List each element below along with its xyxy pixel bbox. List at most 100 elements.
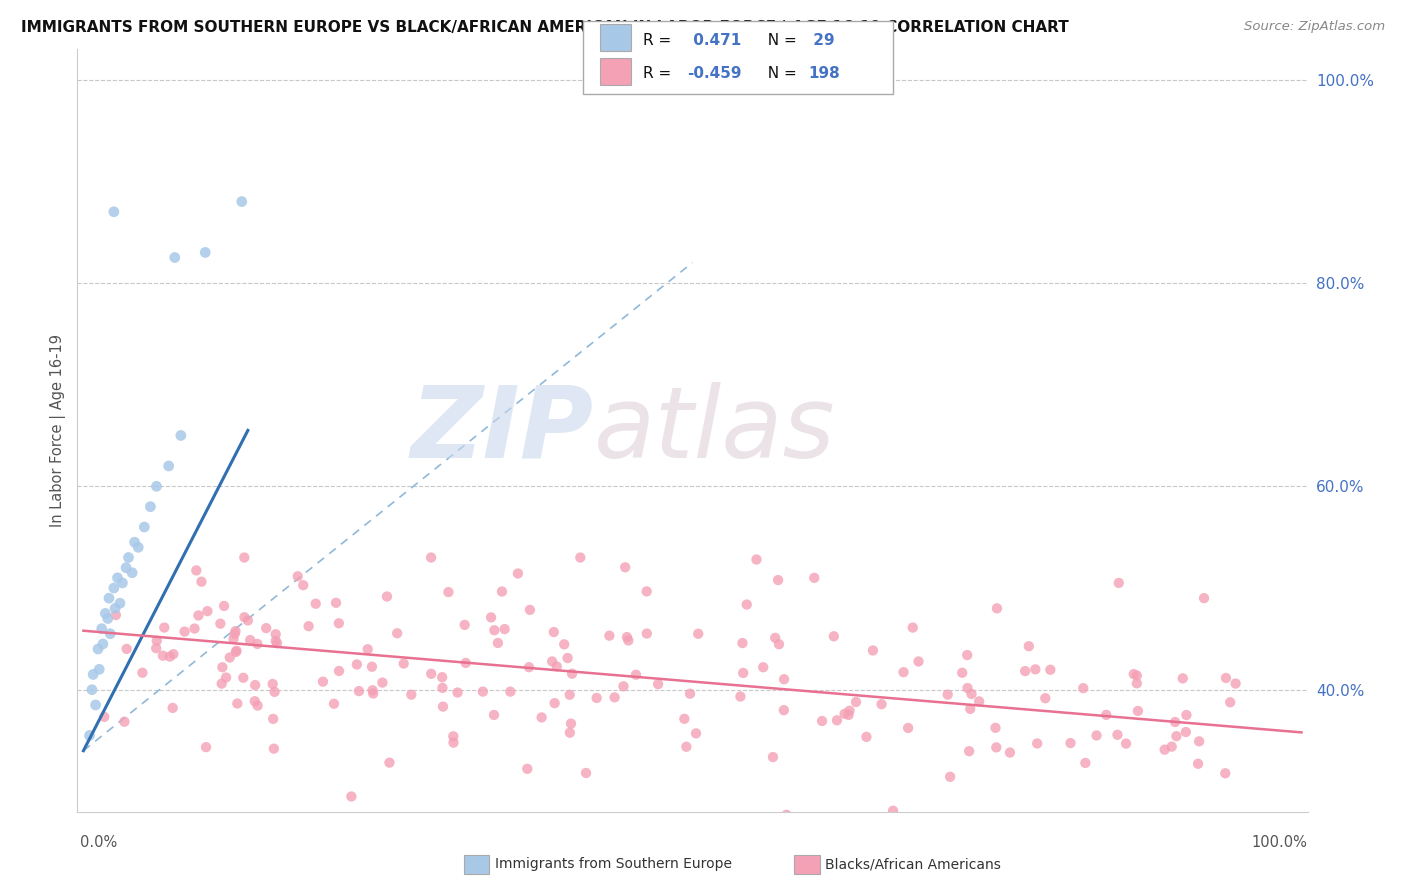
Text: IMMIGRANTS FROM SOUTHERN EUROPE VS BLACK/AFRICAN AMERICAN IN LABOR FORCE | AGE 1: IMMIGRANTS FROM SOUTHERN EUROPE VS BLACK… <box>21 20 1069 36</box>
Point <box>766 573 789 587</box>
Point <box>323 697 346 711</box>
Point <box>446 685 468 699</box>
Point <box>870 697 893 711</box>
Point <box>1074 756 1097 770</box>
Point <box>239 633 262 648</box>
Point <box>1095 707 1118 722</box>
Point <box>1039 663 1062 677</box>
Point <box>479 610 502 624</box>
Point <box>443 736 465 750</box>
Point <box>541 655 564 669</box>
Point <box>454 656 477 670</box>
Point <box>103 581 125 595</box>
Point <box>907 655 929 669</box>
Point <box>121 566 143 580</box>
Point <box>803 571 825 585</box>
Point <box>585 690 607 705</box>
Point <box>516 762 538 776</box>
Point <box>287 569 309 583</box>
Point <box>598 629 620 643</box>
Point <box>506 566 529 581</box>
Point <box>675 739 697 754</box>
Point <box>1018 639 1040 653</box>
Point <box>967 694 990 708</box>
Point <box>108 596 131 610</box>
Point <box>959 702 981 716</box>
Point <box>838 708 860 723</box>
Point <box>145 641 167 656</box>
Point <box>80 682 103 697</box>
Point <box>1219 695 1241 709</box>
Point <box>1085 728 1108 742</box>
Point <box>855 730 877 744</box>
Point <box>543 696 565 710</box>
Point <box>612 679 634 693</box>
Point <box>499 684 522 698</box>
Point <box>107 571 129 585</box>
Point <box>1174 725 1197 739</box>
Point <box>897 721 920 735</box>
Point <box>636 584 658 599</box>
Point <box>224 627 246 641</box>
Point <box>194 245 217 260</box>
Point <box>82 667 104 681</box>
Point <box>614 560 637 574</box>
Point <box>956 681 979 695</box>
Point <box>1171 672 1194 686</box>
Point <box>688 626 710 640</box>
Point <box>420 666 443 681</box>
Point <box>1026 736 1049 750</box>
Point <box>1071 681 1094 695</box>
Point <box>603 690 626 705</box>
Point <box>328 616 350 631</box>
Point <box>936 688 959 702</box>
Text: N =: N = <box>758 33 801 48</box>
Point <box>950 665 973 680</box>
Point <box>231 194 253 209</box>
Point <box>956 648 979 662</box>
Point <box>111 576 134 591</box>
Point <box>998 746 1021 760</box>
Point <box>347 684 370 698</box>
Point <box>297 619 319 633</box>
Point <box>1126 704 1149 718</box>
Point <box>328 664 350 678</box>
Point <box>361 683 384 698</box>
Point <box>236 614 259 628</box>
Text: 29: 29 <box>808 33 835 48</box>
Point <box>263 741 285 756</box>
Point <box>685 726 707 740</box>
Point <box>186 563 208 577</box>
Point <box>262 677 284 691</box>
Point <box>957 744 980 758</box>
Text: -0.459: -0.459 <box>688 66 742 81</box>
Point <box>1175 708 1198 723</box>
Point <box>90 622 112 636</box>
Text: Blacks/African Americans: Blacks/African Americans <box>825 857 1001 871</box>
Point <box>986 601 1008 615</box>
Point <box>211 676 233 690</box>
Point <box>134 520 156 534</box>
Point <box>647 677 669 691</box>
Point <box>226 697 249 711</box>
Point <box>1153 742 1175 756</box>
Point <box>845 695 868 709</box>
Point <box>225 645 247 659</box>
Point <box>432 699 454 714</box>
Point <box>115 641 138 656</box>
Point <box>617 633 640 648</box>
Point <box>195 740 218 755</box>
Point <box>127 541 149 555</box>
Point <box>243 694 266 708</box>
Point <box>557 651 579 665</box>
Point <box>616 630 638 644</box>
Point <box>246 698 269 713</box>
Point <box>1126 676 1149 690</box>
Point <box>87 642 110 657</box>
Point <box>775 807 797 822</box>
Point <box>960 687 983 701</box>
Point <box>1122 667 1144 681</box>
Point <box>1164 714 1187 729</box>
Point <box>292 578 315 592</box>
Point <box>325 596 347 610</box>
